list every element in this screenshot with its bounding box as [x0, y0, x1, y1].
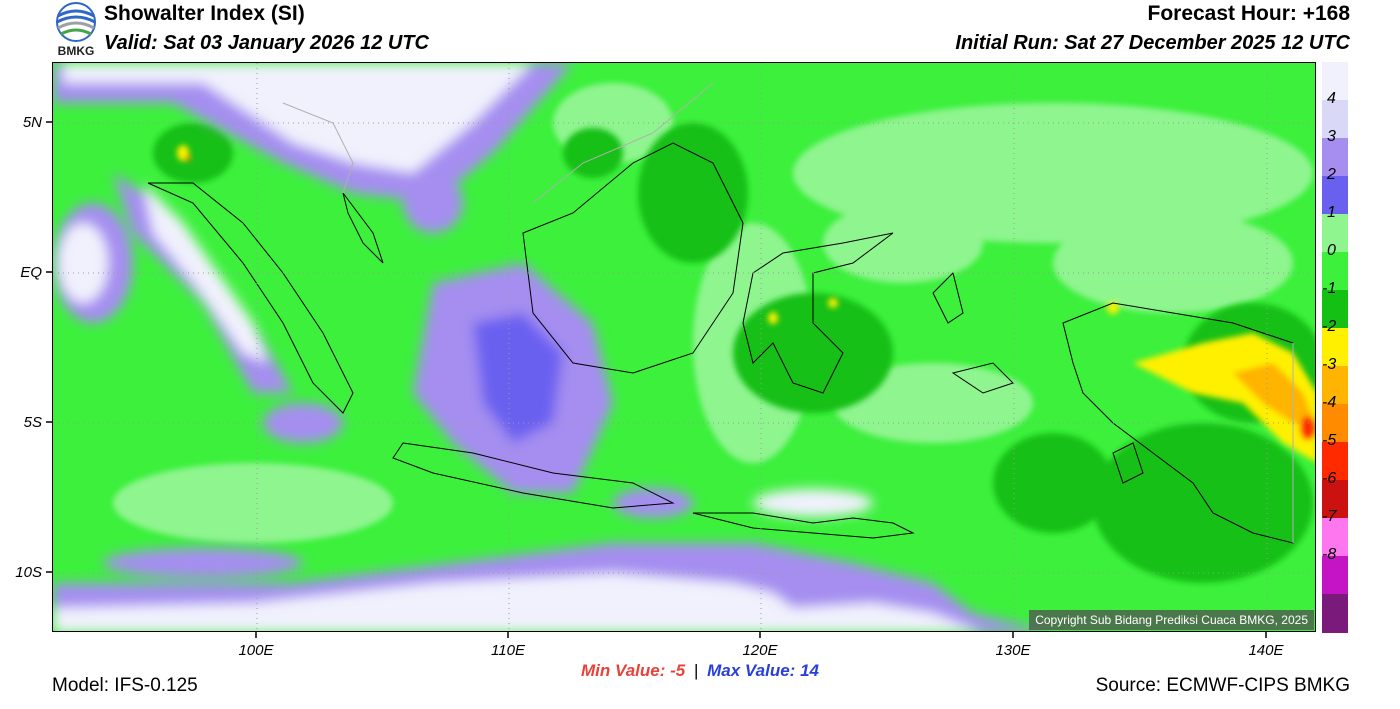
colorbar-label: -7	[1322, 508, 1337, 525]
colorbar-swatch	[1322, 404, 1348, 443]
lat-label-eq: EQ	[20, 264, 42, 281]
logo-text: BMKG	[57, 44, 95, 58]
data-source: Source: ECMWF-CIPS BMKG	[1095, 675, 1350, 696]
aru-outline	[1112, 442, 1144, 484]
field-stable-regions	[53, 63, 1045, 631]
max-label: Max Value:	[707, 661, 796, 680]
java-outline	[392, 442, 675, 509]
field-unstable-regions	[177, 145, 1315, 462]
malay-peninsula-outline	[342, 192, 384, 264]
lat-label-5s: 5S	[23, 414, 42, 431]
colorbar-label: 1	[1327, 204, 1336, 221]
colorbar-swatch	[1322, 138, 1348, 177]
colorbar	[1322, 62, 1348, 633]
colorbar-swatch	[1322, 594, 1348, 633]
initial-run: Initial Run: Sat 27 December 2025 12 UTC	[955, 32, 1350, 54]
bmkg-logo: BMKG	[52, 2, 100, 60]
borneo-outline	[522, 142, 744, 374]
min-max-values: Min Value: -5 | Max Value: 14	[0, 661, 1400, 681]
sumatra-outline	[147, 182, 354, 414]
colorbar-label: -2	[1322, 318, 1337, 335]
new-guinea-outline	[1062, 302, 1294, 544]
colorbar-swatch	[1322, 480, 1348, 519]
borders	[282, 82, 1294, 543]
lon-label-100e: 100E	[238, 642, 274, 659]
colorbar-label: 0	[1327, 242, 1336, 259]
halmahera-outline	[932, 272, 964, 324]
colorbar-swatch	[1322, 62, 1348, 101]
lat-label-10s: 10S	[15, 564, 42, 581]
showalter-map	[52, 62, 1316, 632]
colorbar-label: 2	[1327, 166, 1336, 183]
colorbar-swatch	[1322, 366, 1348, 405]
colorbar-label: -1	[1322, 280, 1337, 297]
colorbar-swatch	[1322, 214, 1348, 253]
copyright-notice: Copyright Sub Bidang Prediksi Cuaca BMKG…	[1029, 610, 1314, 630]
colorbar-label: -4	[1322, 394, 1337, 411]
colorbar-label: -5	[1322, 432, 1337, 449]
lon-label-130e: 130E	[995, 642, 1031, 659]
colorbar-label: -6	[1322, 470, 1337, 487]
colorbar-swatch	[1322, 290, 1348, 329]
colorbar-swatch	[1322, 556, 1348, 595]
min-max-separator: |	[693, 661, 699, 680]
seram-outline	[951, 362, 1014, 394]
colorbar-swatch	[1322, 518, 1348, 557]
lon-label-110e: 110E	[491, 642, 525, 659]
lon-label-140e: 140E	[1248, 642, 1284, 659]
lon-label-120e: 120E	[742, 642, 778, 659]
colorbar-swatch	[1322, 442, 1348, 481]
colorbar-swatch	[1322, 252, 1348, 291]
lat-label-5n: 5N	[22, 114, 42, 131]
coastlines	[147, 142, 1294, 544]
max-value: 14	[800, 661, 819, 680]
valid-time: Valid: Sat 03 January 2026 12 UTC	[104, 32, 429, 54]
model-name: Model: IFS-0.125	[52, 675, 198, 696]
colorbar-label: -8	[1322, 546, 1337, 563]
sulawesi-outline	[742, 232, 894, 394]
colorbar-swatch	[1322, 328, 1348, 367]
colorbar-swatch	[1322, 100, 1348, 139]
forecast-hour: Forecast Hour: +168	[1147, 2, 1351, 25]
min-value: -5	[670, 661, 686, 680]
colorbar-label: 4	[1327, 90, 1336, 107]
colorbar-label: -3	[1322, 356, 1337, 373]
map-title: Showalter Index (SI)	[104, 2, 305, 25]
colorbar-swatch	[1322, 176, 1348, 215]
lesser-sunda-outline	[692, 512, 915, 539]
min-label: Min Value:	[581, 661, 666, 680]
colorbar-label: 3	[1327, 128, 1336, 145]
map-canvas	[53, 63, 1315, 631]
graticule	[53, 63, 1315, 631]
